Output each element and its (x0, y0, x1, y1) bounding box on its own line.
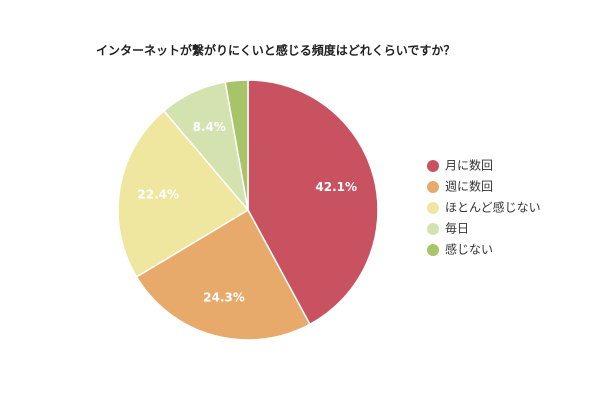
pie-slice (224, 79, 249, 211)
slice-label: 22.4% (137, 188, 179, 202)
legend-label: 週に数回 (445, 179, 493, 194)
legend-swatch (427, 244, 439, 256)
legend-label: 毎日 (445, 221, 469, 236)
slice-label: 24.3% (203, 290, 245, 304)
chart-title: インターネットが繋がりにくいと感じる頻度はどれくらいですか？ (96, 43, 455, 58)
legend-swatch (427, 202, 439, 214)
legend-label: 月に数回 (445, 158, 493, 173)
pie-slice (117, 109, 250, 278)
legend-swatch (427, 160, 439, 172)
pie-slice (135, 208, 311, 341)
legend-swatch (427, 223, 439, 235)
pie-slice (247, 79, 379, 326)
legend-label: ほとんど感じない (445, 200, 541, 215)
legend-label: 感じない (445, 242, 493, 257)
slice-label: 42.1% (315, 180, 357, 194)
slice-label: 8.4% (193, 120, 226, 134)
legend-swatch (427, 181, 439, 193)
